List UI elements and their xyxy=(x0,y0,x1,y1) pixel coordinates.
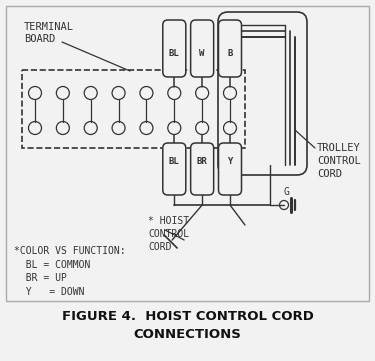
Text: TERMINAL
BOARD: TERMINAL BOARD xyxy=(24,22,74,44)
FancyBboxPatch shape xyxy=(190,20,214,77)
FancyBboxPatch shape xyxy=(163,143,186,195)
FancyBboxPatch shape xyxy=(163,20,186,77)
Text: BL: BL xyxy=(169,157,180,166)
Text: *COLOR VS FUNCTION:
  BL = COMMON
  BR = UP
  Y   = DOWN: *COLOR VS FUNCTION: BL = COMMON BR = UP … xyxy=(14,246,126,297)
Text: FIGURE 4.  HOIST CONTROL CORD: FIGURE 4. HOIST CONTROL CORD xyxy=(62,309,314,322)
Bar xyxy=(22,70,245,148)
Text: BL: BL xyxy=(169,48,180,57)
Text: CONNECTIONS: CONNECTIONS xyxy=(134,327,242,340)
Text: B: B xyxy=(227,48,232,57)
Text: G: G xyxy=(283,187,289,197)
Text: Y: Y xyxy=(227,157,232,166)
FancyBboxPatch shape xyxy=(190,143,214,195)
FancyBboxPatch shape xyxy=(219,143,242,195)
Text: TROLLEY
CONTROL
CORD: TROLLEY CONTROL CORD xyxy=(317,143,361,179)
Text: W: W xyxy=(200,48,205,57)
Text: * HOIST
CONTROL
CORD: * HOIST CONTROL CORD xyxy=(148,216,189,252)
Text: BR: BR xyxy=(197,157,207,166)
FancyBboxPatch shape xyxy=(219,20,242,77)
Bar xyxy=(6,6,369,301)
